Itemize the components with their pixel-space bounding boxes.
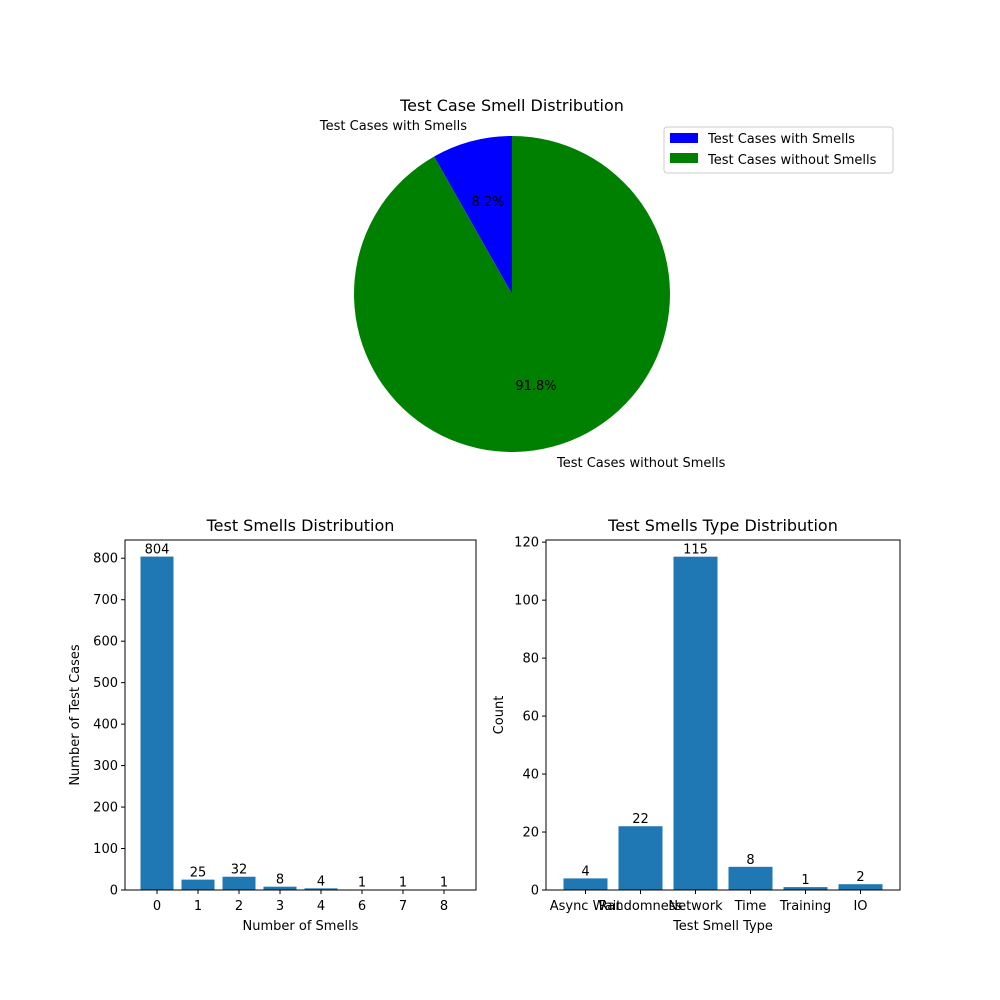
bar2-bar xyxy=(838,884,883,890)
bar1-bar xyxy=(140,556,174,890)
bar2-value-label: 2 xyxy=(856,870,864,885)
bar2-ylabel: Count xyxy=(492,696,507,735)
bar2-xtick-label: Time xyxy=(734,899,767,914)
bar2-value-label: 8 xyxy=(746,853,754,868)
bar2-bar xyxy=(673,556,718,890)
bar2-frame xyxy=(545,539,901,891)
bar2-value-label: 4 xyxy=(581,864,589,879)
legend-label-without-smells: Test Cases without Smells xyxy=(707,153,877,168)
bar2-xtick-label: Async Wait xyxy=(550,899,622,914)
bar1-ytick-label: 300 xyxy=(93,759,118,774)
bar1-ytick-label: 200 xyxy=(93,801,118,816)
legend-swatch-with-smells xyxy=(670,133,698,143)
bar2-xtick-label: IO xyxy=(853,899,867,914)
bar2-y-axis: 0 20 40 60 80 100 120 xyxy=(514,536,546,899)
bar1-ytick-label: 100 xyxy=(93,842,118,857)
pie-legend: Test Cases with Smells Test Cases withou… xyxy=(663,126,894,174)
bar1-xtick-label: 3 xyxy=(276,899,284,914)
bar2-bars: 4 22 115 8 1 2 xyxy=(563,543,883,890)
pie-label-without-smells: Test Cases without Smells xyxy=(556,456,726,471)
bar1-value-label: 1 xyxy=(399,876,407,891)
bar1-title: Test Smells Distribution xyxy=(206,516,395,535)
bar2-value-label: 1 xyxy=(801,873,809,888)
bar2-ytick-label: 40 xyxy=(522,768,539,783)
bar2-ytick-label: 60 xyxy=(522,710,539,725)
bar2-value-label: 22 xyxy=(632,812,649,827)
bar1-bar xyxy=(181,879,215,890)
bar1-ylabel: Number of Test Cases xyxy=(68,644,83,786)
pie-title: Test Case Smell Distribution xyxy=(399,96,624,115)
legend-frame xyxy=(663,126,894,174)
bar1-value-label: 4 xyxy=(317,874,325,889)
bar1-xlabel: Number of Smells xyxy=(243,919,359,934)
bar2-ytick-label: 80 xyxy=(522,652,539,667)
pie-slice-with-smells xyxy=(434,136,512,294)
bar2-xtick-label: Training xyxy=(779,899,831,914)
pie-pct-without-smells: 91.8% xyxy=(515,379,556,394)
pie-label-with-smells: Test Cases with Smells xyxy=(319,119,467,134)
bar1-xtick-label: 2 xyxy=(235,899,243,914)
bar2-ytick-label: 0 xyxy=(531,884,539,899)
bar1-ytick-label: 400 xyxy=(93,718,118,733)
bar-chart-smell-type: Test Smells Type Distribution 0 20 40 60 80 1… xyxy=(492,516,901,934)
bar1-y-axis: 0 100 200 300 400 500 600 700 800 xyxy=(93,552,125,899)
bar1-ytick-label: 700 xyxy=(93,593,118,608)
bar1-xtick-label: 8 xyxy=(440,899,448,914)
bar2-bar xyxy=(618,826,663,890)
bar2-bar xyxy=(783,887,828,890)
bar2-xlabel: Test Smell Type xyxy=(672,919,773,934)
bar2-value-label: 115 xyxy=(683,543,708,558)
bar2-bar xyxy=(728,866,773,890)
pie-pct-with-smells: 8.2% xyxy=(471,195,504,210)
bar1-xtick-label: 0 xyxy=(153,899,161,914)
bar2-ytick-label: 20 xyxy=(522,826,539,841)
bar1-ytick-label: 0 xyxy=(110,884,118,899)
bar1-value-label: 1 xyxy=(440,876,448,891)
legend-swatch-without-smells xyxy=(670,153,698,163)
bar1-bars: 804 25 32 8 4 1 1 1 xyxy=(140,543,461,891)
bar2-xtick-label: Randomness xyxy=(599,899,683,914)
bar2-ytick-label: 100 xyxy=(514,594,539,609)
bar-chart-smell-count: Test Smells Distribution 0 100 200 300 400 50… xyxy=(68,516,477,934)
bar1-frame xyxy=(124,539,477,891)
bar2-xtick-label: Network xyxy=(668,899,723,914)
bar2-ytick-label: 120 xyxy=(514,536,539,551)
legend-label-with-smells: Test Cases with Smells xyxy=(707,132,855,147)
bar1-ytick-label: 800 xyxy=(93,552,118,567)
bar1-xtick-label: 7 xyxy=(399,899,407,914)
bar1-ytick-label: 500 xyxy=(93,676,118,691)
bar1-xtick-label: 1 xyxy=(194,899,202,914)
bar2-title: Test Smells Type Distribution xyxy=(607,516,838,535)
bar1-value-label: 8 xyxy=(276,873,284,888)
bar1-xtick-label: 4 xyxy=(317,899,325,914)
bar1-bar xyxy=(304,888,338,890)
bar1-value-label: 32 xyxy=(231,863,248,878)
bar1-ytick-label: 600 xyxy=(93,635,118,650)
bar1-value-label: 804 xyxy=(145,543,170,558)
bar1-value-label: 1 xyxy=(358,876,366,891)
pie-slices xyxy=(354,136,670,452)
bar1-x-axis: 0 1 2 3 4 6 7 8 xyxy=(153,890,448,914)
bar2-bar xyxy=(563,878,608,890)
bar1-xtick-label: 6 xyxy=(358,899,366,914)
pie-slice-without-smells xyxy=(354,136,670,452)
bar1-value-label: 25 xyxy=(190,866,207,881)
bar1-bar xyxy=(263,886,297,890)
pie-chart: Test Case Smell Distribution Test Cases … xyxy=(319,96,894,471)
bar1-bar xyxy=(222,876,256,890)
